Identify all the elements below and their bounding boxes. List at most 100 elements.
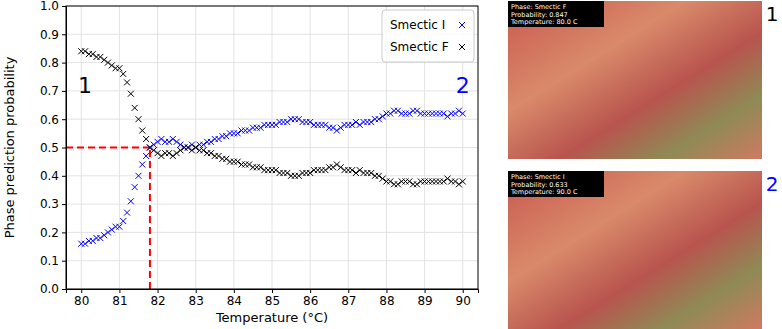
- tick-label: 0.7: [40, 84, 59, 98]
- y-axis-title: Phase prediction probability: [2, 56, 17, 238]
- tick-mark: [386, 289, 387, 293]
- tick-mark: [158, 289, 159, 293]
- tick-mark: [272, 289, 273, 293]
- tick-label: 85: [265, 294, 280, 308]
- point: [307, 119, 313, 125]
- point: [124, 79, 130, 85]
- axis-line: [67, 290, 479, 294]
- tick: 87: [341, 289, 356, 308]
- micrograph: [508, 1, 762, 159]
- point: [151, 147, 157, 153]
- point: [330, 164, 336, 170]
- point: [235, 130, 241, 136]
- point: [135, 116, 141, 122]
- plot-area: [78, 48, 465, 246]
- point: [368, 119, 374, 125]
- image-panel: Phase: Smectic FProbability: 0.847Temper…: [508, 1, 762, 159]
- point: [82, 241, 88, 247]
- point: [158, 136, 164, 142]
- point: [97, 235, 103, 241]
- point: [357, 167, 363, 173]
- tick-label: 84: [227, 294, 242, 308]
- tick-mark: [62, 261, 66, 262]
- overlay-text: Temperature: 80.0 C: [510, 18, 578, 26]
- point: [174, 139, 180, 145]
- tick: 0.8: [40, 56, 66, 70]
- point: [105, 229, 111, 235]
- y-axis: 0.00.10.20.30.40.50.60.70.80.91.0: [40, 0, 67, 296]
- point: [349, 122, 355, 128]
- tick: 0.4: [40, 169, 66, 183]
- tick-mark: [62, 148, 66, 149]
- tick: 84: [227, 289, 242, 308]
- point: [189, 147, 195, 153]
- point: [334, 128, 340, 134]
- point: [441, 111, 447, 117]
- tick: 0.7: [40, 84, 66, 98]
- point: [376, 116, 382, 122]
- grid-line-y: [66, 119, 478, 120]
- point: [208, 150, 214, 156]
- point: [116, 65, 122, 71]
- point: [460, 111, 466, 117]
- grid: [66, 6, 478, 289]
- point: [139, 161, 145, 167]
- tick: 80: [74, 289, 89, 308]
- point: [258, 125, 264, 131]
- panel-label: 2: [766, 172, 779, 196]
- point: [147, 145, 153, 151]
- point: [284, 170, 290, 176]
- tick-mark: [81, 289, 82, 293]
- point: [166, 150, 172, 156]
- tick: 0.3: [40, 197, 66, 211]
- point: [380, 113, 386, 119]
- legend-box: [382, 10, 474, 62]
- annotation: 1: [78, 73, 92, 98]
- tick: 86: [303, 289, 318, 308]
- point: [357, 122, 363, 128]
- point: [296, 116, 302, 122]
- grid-line-y: [66, 147, 478, 148]
- tick: 0.0: [40, 282, 66, 296]
- point: [139, 128, 145, 134]
- point: [452, 178, 458, 184]
- tick-label: 81: [112, 294, 127, 308]
- point: [368, 170, 374, 176]
- tick-label: 0.6: [40, 113, 59, 127]
- tick-label: 0.2: [40, 226, 59, 240]
- tick-label: 0.3: [40, 197, 59, 211]
- point: [155, 139, 161, 145]
- tick: 0.2: [40, 226, 66, 240]
- point: [147, 145, 153, 151]
- x-axis-title: Temperature (°C): [215, 310, 328, 325]
- tick: 89: [417, 289, 432, 308]
- tick-mark: [62, 289, 66, 290]
- point: [406, 178, 412, 184]
- tick: 0.6: [40, 113, 66, 127]
- point: [105, 60, 111, 66]
- tick-label: 0.5: [40, 141, 59, 155]
- point: [200, 142, 206, 148]
- point: [235, 159, 241, 165]
- overlay-box: [508, 171, 604, 197]
- tick-mark: [425, 289, 426, 293]
- point: [120, 71, 126, 77]
- tick-mark: [234, 289, 235, 293]
- point: [174, 150, 180, 156]
- point: [338, 164, 344, 170]
- point: [444, 113, 450, 119]
- legend-marker: [459, 44, 465, 50]
- point: [258, 164, 264, 170]
- image-panel: Phase: Smectic IProbability: 0.633Temper…: [508, 171, 762, 329]
- point: [353, 170, 359, 176]
- point: [349, 167, 355, 173]
- tick-label: 0.1: [40, 254, 59, 268]
- point: [395, 181, 401, 187]
- point: [307, 170, 313, 176]
- point: [223, 156, 229, 162]
- plot-frame: [66, 6, 478, 289]
- tick-mark: [348, 289, 349, 293]
- point: [143, 153, 149, 159]
- tick-mark: [62, 176, 66, 177]
- point: [116, 224, 122, 230]
